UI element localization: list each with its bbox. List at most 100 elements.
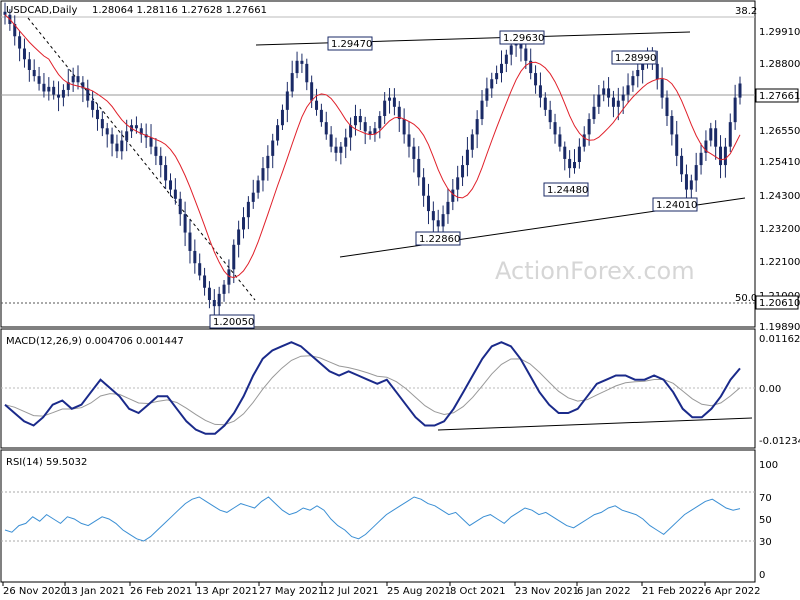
candle-body: [422, 177, 426, 196]
candle-body: [81, 82, 85, 89]
candle-body: [159, 155, 163, 166]
candle-body: [392, 97, 396, 107]
rsi-tick-label: 50: [759, 515, 772, 526]
candle-body: [461, 165, 465, 178]
price-tick-label: 1.26550: [759, 126, 800, 137]
candle-body: [349, 125, 353, 138]
candle-body: [22, 48, 26, 60]
candle-body: [378, 116, 382, 129]
price-tick-label: 1.22100: [759, 257, 800, 268]
candle-body: [616, 100, 620, 107]
candle-body: [373, 128, 377, 135]
candle-body: [611, 97, 615, 107]
candle-body: [134, 125, 138, 129]
candle-body: [436, 220, 440, 227]
candle-body: [66, 82, 70, 90]
candle-body: [568, 158, 572, 169]
candle-body: [95, 109, 99, 120]
macd-tick-label: 0.00: [759, 384, 781, 395]
candle-body: [529, 60, 533, 74]
candle-body: [115, 143, 119, 152]
watermark: ActionForex.com: [495, 257, 695, 285]
rsi-y-axis: 100 70 50 30 0: [759, 460, 778, 581]
candle-body: [426, 195, 430, 212]
candle-body: [183, 214, 187, 233]
price-annotation-box: [652, 197, 698, 212]
candle-body: [353, 116, 357, 126]
candle-body: [42, 83, 46, 92]
candle-body: [110, 134, 114, 144]
candle-body: [504, 54, 508, 64]
candle-body: [548, 109, 552, 123]
x-tick-label: 25 Aug 2021: [387, 586, 451, 597]
candle-body: [76, 76, 80, 83]
candle-body: [154, 146, 158, 156]
rsi-tick-label: 30: [759, 537, 772, 548]
candle-body: [100, 119, 104, 129]
candle-body: [485, 88, 489, 101]
candle-body: [120, 140, 124, 152]
candle-body: [125, 131, 129, 141]
candle-body: [524, 48, 528, 61]
candle-body: [256, 180, 260, 193]
candle-body: [271, 140, 275, 156]
candle-body: [553, 122, 557, 135]
symbol-label: USDCAD,Daily: [6, 5, 77, 16]
price-tick-label: 1.24300: [759, 191, 800, 202]
candle-body: [587, 119, 591, 135]
candle-body: [388, 97, 392, 101]
candle-body: [636, 70, 640, 77]
x-tick-label: 21 Feb 2022: [642, 586, 704, 597]
candle-body: [451, 189, 455, 202]
x-tick-label: 26 Feb 2021: [130, 586, 192, 597]
macd-tick-label: 0.011629: [759, 334, 800, 345]
macd-title: MACD(12,26,9) 0.004706 0.001447: [6, 336, 184, 347]
descending-dashed-line: [27, 17, 256, 301]
x-tick-label: 6 Jan 2022: [577, 586, 631, 597]
candles: [3, 2, 742, 320]
x-tick-label: 23 Nov 2021: [515, 586, 579, 597]
x-tick-label: 8 Oct 2021: [450, 586, 505, 597]
price-annotation: 1.28990: [615, 53, 656, 64]
macd-signal-line: [4, 355, 741, 426]
rsi-panel: [0, 449, 756, 583]
candle-body: [665, 97, 669, 117]
price-annotation-box: [327, 36, 373, 51]
price-tick-label: 1.29910: [759, 27, 800, 38]
candle-body: [198, 263, 202, 276]
price-tick-label: 1.25410: [759, 157, 800, 168]
macd-y-axis: 0.011629 0.00 -0.012348: [759, 334, 800, 447]
fib-50-label: 50.0: [735, 293, 757, 304]
candle-body: [597, 94, 601, 107]
price-annotation-box: [209, 314, 255, 329]
candle-body: [509, 45, 513, 55]
candle-body: [728, 122, 732, 147]
price-y-axis: 1.29910 1.28800 1.26550 1.25410 1.24300 1.232…: [759, 27, 800, 333]
fib-382-label: 38.2: [735, 6, 757, 17]
candle-body: [18, 36, 22, 49]
candle-body: [300, 60, 304, 64]
candle-body: [212, 300, 216, 307]
candle-body: [684, 174, 688, 190]
candle-body: [402, 119, 406, 135]
fib-50-price-tag: [755, 295, 799, 310]
candle-body: [704, 140, 708, 153]
candle-body: [188, 232, 192, 251]
price-tick-label: 1.28800: [759, 59, 800, 70]
candle-body: [339, 146, 343, 153]
price-annotation-box: [415, 231, 461, 246]
candle-body: [397, 106, 401, 120]
x-tick-label: 12 Jul 2021: [322, 586, 379, 597]
candle-body: [441, 214, 445, 227]
candle-body: [733, 97, 737, 123]
macd-tick-label: -0.012348: [759, 436, 800, 447]
macd-main-line: [4, 341, 741, 435]
candle-body: [563, 146, 567, 159]
price-annotation: 1.29470: [331, 39, 372, 50]
candle-body: [86, 88, 90, 101]
candle-body: [490, 79, 494, 89]
candle-body: [465, 149, 469, 166]
candle-body: [13, 24, 17, 37]
candle-body: [324, 122, 328, 135]
